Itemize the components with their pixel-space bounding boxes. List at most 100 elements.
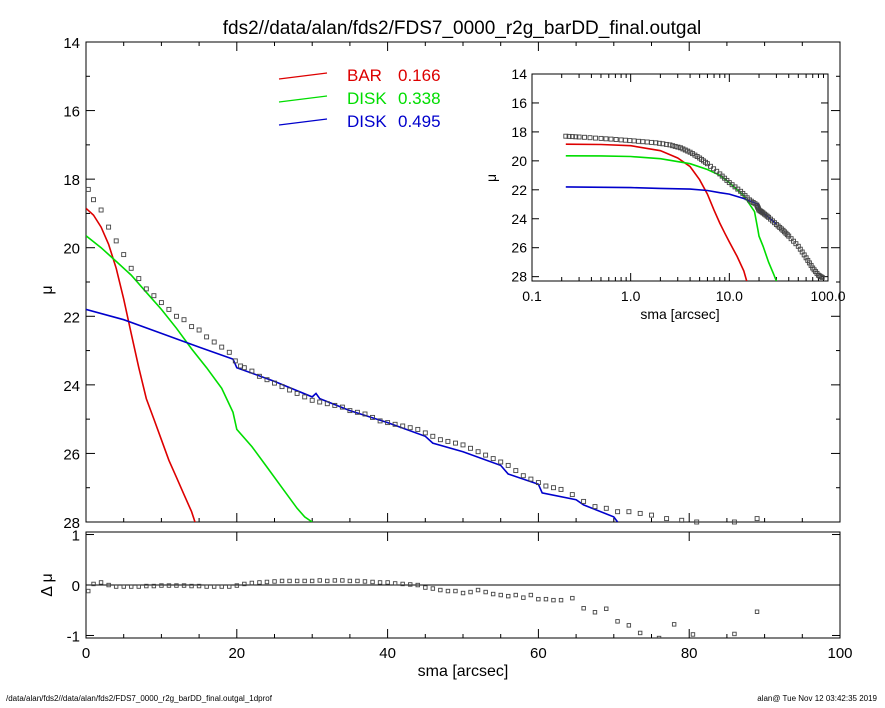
residual-point (211, 584, 217, 589)
data-point (332, 402, 338, 408)
residual-point (325, 578, 330, 584)
data-point (754, 516, 760, 522)
x-tick-label: 1.0 (621, 288, 641, 304)
inset-data-point (582, 134, 587, 140)
legend-line (278, 72, 328, 80)
inset-data-point (566, 133, 572, 139)
legend-value: 0.338 (398, 89, 441, 108)
data-point (535, 480, 541, 486)
residual-point (174, 583, 179, 588)
data-point (528, 476, 534, 482)
y-tick-label: 1 (72, 528, 80, 545)
x-tick-label: 100 (827, 645, 852, 662)
residual-point (219, 584, 224, 589)
data-point (211, 339, 217, 345)
main-plot-panel: 14 16 18 20 22 24 26 28 μ (39, 35, 841, 532)
legend-label: DISK (347, 89, 387, 108)
inset-data-point (663, 141, 669, 147)
data-point (241, 365, 247, 371)
footer-filepath: /data/alan/fds2//data/alan/fds2/FDS7_000… (6, 694, 272, 703)
data-point (272, 380, 277, 386)
inset-background (532, 74, 828, 281)
residual-point (129, 584, 134, 589)
inset-data-point (818, 274, 824, 280)
data-point (551, 485, 556, 491)
y-tick-label: 26 (63, 446, 80, 463)
y-tick-label: 20 (63, 241, 80, 258)
data-point (85, 186, 91, 192)
residual-point (309, 578, 315, 584)
data-point (106, 224, 112, 230)
y-tick-label: 14 (63, 35, 80, 52)
legend-label: BAR (347, 66, 382, 85)
x-tick-label: 80 (681, 645, 698, 662)
data-point (264, 377, 270, 383)
legend: BAR 0.166 DISK 0.338 DISK 0.495 (278, 66, 441, 131)
inset-data-point (573, 134, 579, 140)
residual-point (513, 592, 518, 598)
residual-point (294, 578, 300, 584)
residual-point (626, 623, 632, 628)
residual-point (151, 583, 157, 589)
residual-point (408, 582, 413, 587)
inset-data-point (660, 141, 666, 147)
data-point (581, 498, 587, 504)
inset-data-point (675, 144, 681, 150)
y-tick-label: -1 (67, 628, 80, 645)
data-point (136, 276, 142, 282)
residual-point (703, 644, 707, 648)
data-point (592, 504, 598, 510)
data-point (121, 252, 127, 258)
data-point (392, 421, 398, 427)
inset-data-point (603, 136, 609, 142)
x-axis-label: sma [arcsec] (418, 663, 509, 680)
residual-point (468, 589, 473, 595)
inset-data-point (817, 273, 823, 279)
data-point (490, 456, 496, 462)
x-tick-label: 0.1 (522, 288, 542, 304)
data-point (569, 492, 575, 498)
inset-data-point (714, 168, 720, 174)
residual-point (204, 584, 209, 589)
data-point (219, 344, 225, 350)
chart-title: fds2//data/alan/fds2/FDS7_0000_r2g_barDD… (223, 18, 702, 39)
x-tick-label: 100.0 (810, 288, 845, 304)
residual-point (581, 606, 586, 611)
residual-point (332, 578, 338, 583)
residual-point (604, 606, 609, 611)
data-point (91, 197, 96, 203)
y-tick-label: 22 (63, 309, 80, 326)
y-tick-label: 28 (63, 515, 80, 532)
residual-point (377, 580, 383, 585)
residual-point (257, 580, 262, 585)
y-tick-label: 16 (511, 95, 527, 111)
inset-data-point (784, 232, 790, 238)
residual-point (136, 584, 141, 589)
data-point (475, 449, 481, 455)
inset-data-point (608, 136, 614, 142)
residual-point (242, 581, 247, 587)
x-tick-label: 40 (379, 645, 396, 662)
data-point (430, 433, 436, 439)
inset-data-point (653, 140, 659, 146)
x-tick-label: 60 (530, 645, 547, 662)
data-point (513, 468, 519, 474)
residual-point (385, 580, 390, 585)
inset-plot-frame (531, 73, 829, 282)
residual-point (272, 579, 277, 584)
residual-point (506, 593, 511, 599)
residual-point (445, 588, 451, 594)
residual-point (475, 587, 481, 593)
y-tick-label: 26 (511, 240, 527, 256)
data-point (354, 409, 360, 415)
y-tick-label: 20 (511, 153, 527, 169)
y-axis-label: μ (39, 285, 56, 294)
residual-point (264, 579, 270, 585)
residual-point (181, 583, 187, 588)
legend-label: DISK (347, 112, 387, 131)
residual-point (558, 597, 564, 603)
inset-data-point (764, 213, 770, 219)
residual-y-axis-label: Δ μ (39, 573, 56, 596)
residual-point (536, 596, 541, 602)
inset-data-point (667, 142, 673, 148)
